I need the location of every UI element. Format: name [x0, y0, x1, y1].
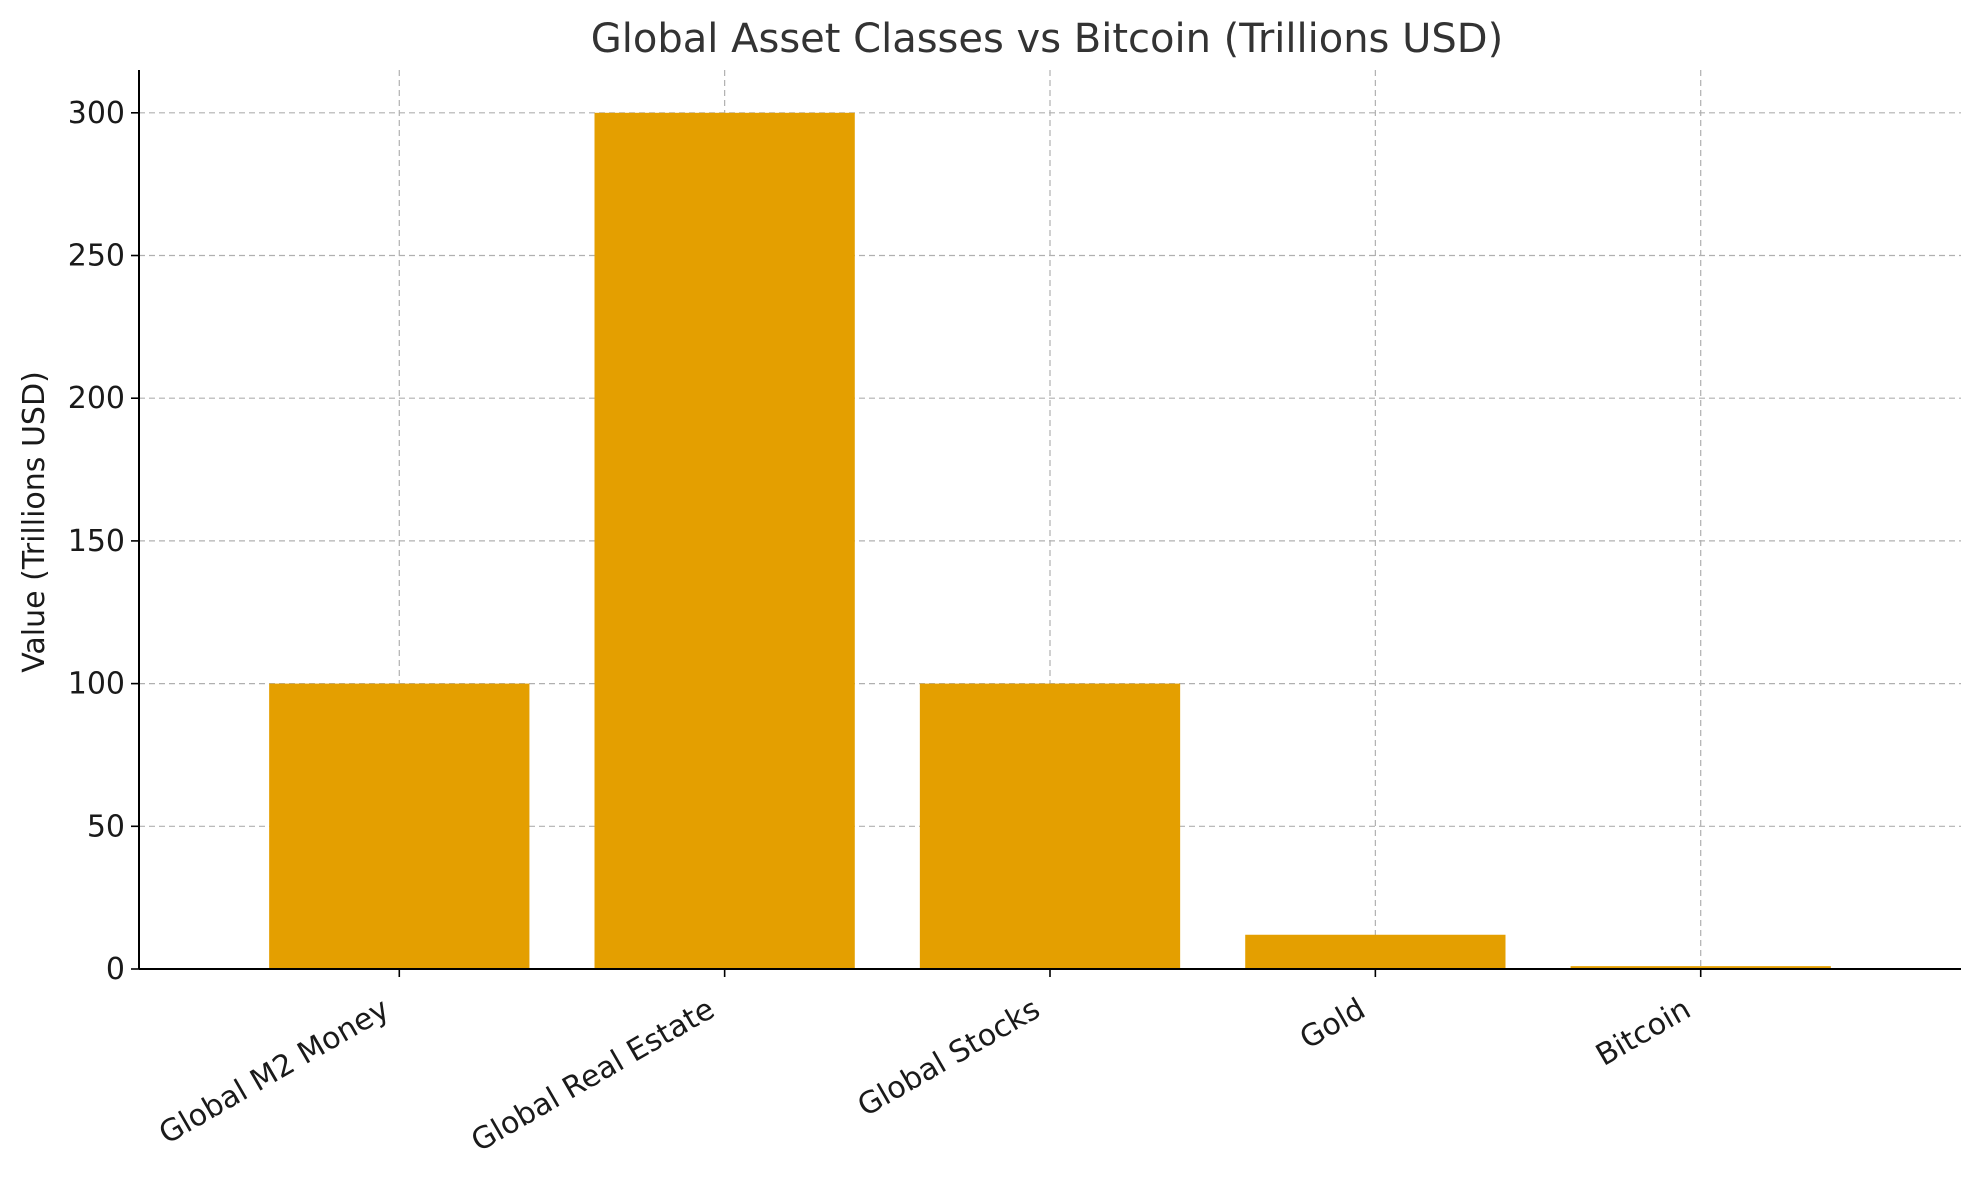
y-tick-label: 0 [106, 952, 125, 987]
y-tick-label: 150 [68, 524, 125, 559]
bar [919, 683, 1181, 969]
x-tick-label: Global M2 Money [153, 992, 395, 1152]
x-tick-label: Gold [1294, 992, 1371, 1057]
bar [269, 683, 530, 969]
y-tick-label: 50 [87, 809, 125, 844]
x-tick-label: Global Real Estate [466, 992, 721, 1160]
y-tick-label: 300 [68, 96, 125, 131]
bars [269, 112, 1831, 970]
chart-title: Global Asset Classes vs Bitcoin (Trillio… [591, 16, 1503, 62]
y-axis-label: Value (Trillions USD) [17, 371, 52, 673]
x-tick-label: Global Stocks [852, 992, 1046, 1124]
x-tick-label: Bitcoin [1590, 992, 1697, 1074]
y-tick-label: 250 [68, 239, 125, 274]
bar [594, 112, 855, 970]
y-tick-label: 100 [68, 667, 125, 702]
bar [1570, 966, 1831, 969]
y-tick-label: 200 [68, 381, 125, 416]
bar [1245, 934, 1506, 969]
